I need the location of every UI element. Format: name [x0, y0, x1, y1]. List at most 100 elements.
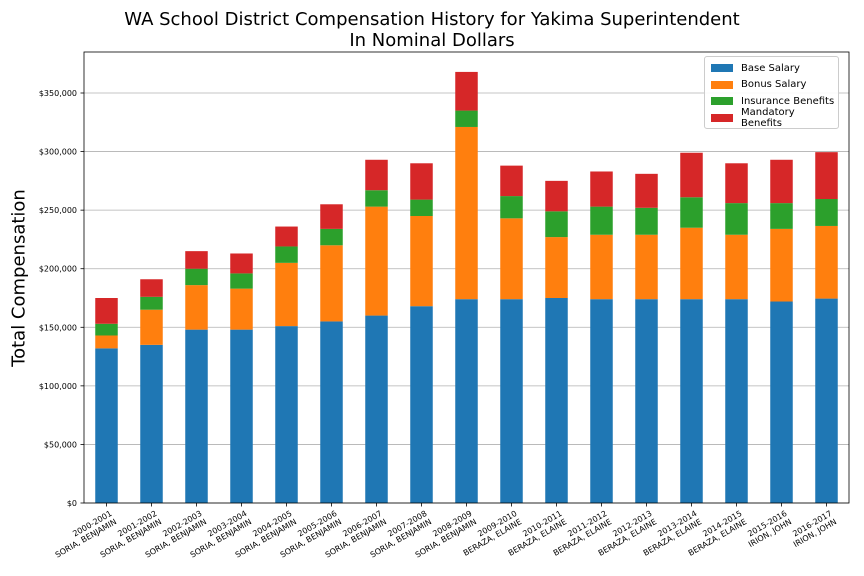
bar-segment-mandatory-benefits: [320, 204, 343, 229]
bar-segment-base-salary: [815, 298, 838, 503]
bar-segment-insurance-benefits: [185, 268, 208, 286]
bar-segment-bonus-salary: [770, 228, 793, 302]
y-tick-label: $150,000: [39, 323, 77, 332]
bar-segment-mandatory-benefits: [140, 279, 163, 297]
bar-segment-base-salary: [185, 329, 208, 503]
bar-segment-bonus-salary: [545, 237, 568, 298]
y-tick-label: $100,000: [39, 382, 77, 391]
bars: [95, 71, 838, 503]
bar-segment-bonus-salary: [815, 225, 838, 299]
bar-segment-base-salary: [770, 301, 793, 503]
bar-segment-base-salary: [365, 315, 388, 503]
y-tick-label: $250,000: [39, 206, 77, 215]
legend-item: Base Salary: [705, 60, 838, 77]
bar-segment-bonus-salary: [680, 227, 703, 300]
bar-segment-mandatory-benefits: [410, 163, 433, 200]
bar-segment-insurance-benefits: [320, 228, 343, 246]
x-tick-labels: 2000-2001SORIA, BENJAMIN2001-2002SORIA, …: [54, 509, 839, 560]
legend-label: Insurance Benefits: [741, 95, 835, 107]
bar-segment-bonus-salary: [95, 335, 118, 349]
bar-segment-insurance-benefits: [680, 197, 703, 228]
legend-swatch: [711, 80, 733, 89]
bar-segment-insurance-benefits: [95, 323, 118, 336]
y-tick-label: $300,000: [39, 148, 77, 157]
bar-segment-mandatory-benefits: [770, 159, 793, 204]
chart-title: WA School District Compensation History …: [124, 9, 740, 30]
legend-label: Base Salary: [741, 62, 800, 74]
bar-segment-base-salary: [95, 348, 118, 503]
bar-segment-mandatory-benefits: [725, 163, 748, 204]
bar-segment-mandatory-benefits: [500, 165, 523, 197]
bar-segment-insurance-benefits: [635, 207, 658, 235]
bar-segment-insurance-benefits: [545, 211, 568, 238]
bar-segment-bonus-salary: [500, 218, 523, 300]
bar-segment-bonus-salary: [410, 216, 433, 307]
bar-segment-base-salary: [275, 326, 298, 503]
bar-segment-bonus-salary: [230, 288, 253, 330]
bar-segment-insurance-benefits: [770, 203, 793, 229]
bar-segment-base-salary: [500, 299, 523, 503]
bar-segment-insurance-benefits: [725, 203, 748, 235]
legend-swatch: [711, 64, 733, 73]
bar-segment-insurance-benefits: [275, 246, 298, 263]
bar-segment-insurance-benefits: [230, 273, 253, 289]
legend-item: Insurance Benefits: [705, 93, 838, 110]
legend-swatch: [711, 97, 733, 106]
bar-segment-bonus-salary: [365, 206, 388, 316]
legend-swatch: [711, 113, 733, 122]
bar-segment-base-salary: [635, 299, 658, 503]
legend-item: Mandatory Benefits: [705, 106, 838, 129]
bar-segment-mandatory-benefits: [275, 226, 298, 247]
x-tick-label: 2015-2016IRION, JOHN: [742, 509, 793, 549]
bar-segment-base-salary: [230, 329, 253, 503]
bar-segment-insurance-benefits: [815, 199, 838, 226]
bar-segment-mandatory-benefits: [230, 253, 253, 274]
bar-segment-base-salary: [455, 299, 478, 503]
bar-segment-mandatory-benefits: [545, 180, 568, 212]
bar-segment-base-salary: [680, 299, 703, 503]
bar-segment-insurance-benefits: [455, 110, 478, 127]
bar-segment-bonus-salary: [320, 245, 343, 322]
bar-segment-base-salary: [320, 321, 343, 503]
bar-segment-mandatory-benefits: [185, 251, 208, 269]
bar-segment-bonus-salary: [275, 262, 298, 327]
bar-segment-mandatory-benefits: [365, 159, 388, 191]
bar-segment-insurance-benefits: [365, 190, 388, 207]
bar-segment-bonus-salary: [635, 234, 658, 300]
bar-segment-base-salary: [140, 344, 163, 503]
bar-segment-bonus-salary: [590, 234, 613, 300]
bar-segment-bonus-salary: [455, 126, 478, 300]
legend-item: Bonus Salary: [705, 77, 838, 94]
bar-segment-base-salary: [545, 298, 568, 503]
bar-segment-bonus-salary: [725, 234, 748, 300]
bar-segment-insurance-benefits: [590, 206, 613, 235]
y-tick-label: $200,000: [39, 265, 77, 274]
y-tick-label: $0: [67, 499, 77, 508]
bar-segment-bonus-salary: [185, 285, 208, 330]
bar-segment-base-salary: [590, 299, 613, 503]
bar-segment-base-salary: [725, 299, 748, 503]
y-tick-label: $50,000: [44, 440, 77, 449]
bar-segment-mandatory-benefits: [95, 298, 118, 324]
legend: Base Salary Bonus Salary Insurance Benefit…: [704, 56, 839, 129]
axes-frame: [83, 51, 850, 504]
bar-segment-base-salary: [410, 306, 433, 503]
legend-label: Bonus Salary: [741, 79, 807, 91]
bar-segment-insurance-benefits: [500, 196, 523, 219]
y-tick-label: $350,000: [39, 89, 77, 98]
bar-segment-bonus-salary: [140, 309, 163, 345]
bar-segment-mandatory-benefits: [680, 152, 703, 198]
bar-segment-mandatory-benefits: [635, 173, 658, 208]
bar-segment-insurance-benefits: [140, 296, 163, 310]
bar-segment-mandatory-benefits: [590, 171, 613, 207]
x-tick-label: 2016-2017IRION, JOHN: [787, 509, 838, 549]
bar-segment-mandatory-benefits: [815, 152, 838, 200]
bar-segment-insurance-benefits: [410, 199, 433, 216]
chart-subtitle: In Nominal Dollars: [349, 30, 515, 51]
legend-label: Mandatory Benefits: [741, 106, 795, 129]
axes: [80, 51, 850, 507]
y-tick-labels: $0 $50,000 $100,000 $150,000 $200,000 $250,00…: [39, 89, 77, 508]
bar-segment-mandatory-benefits: [455, 71, 478, 111]
